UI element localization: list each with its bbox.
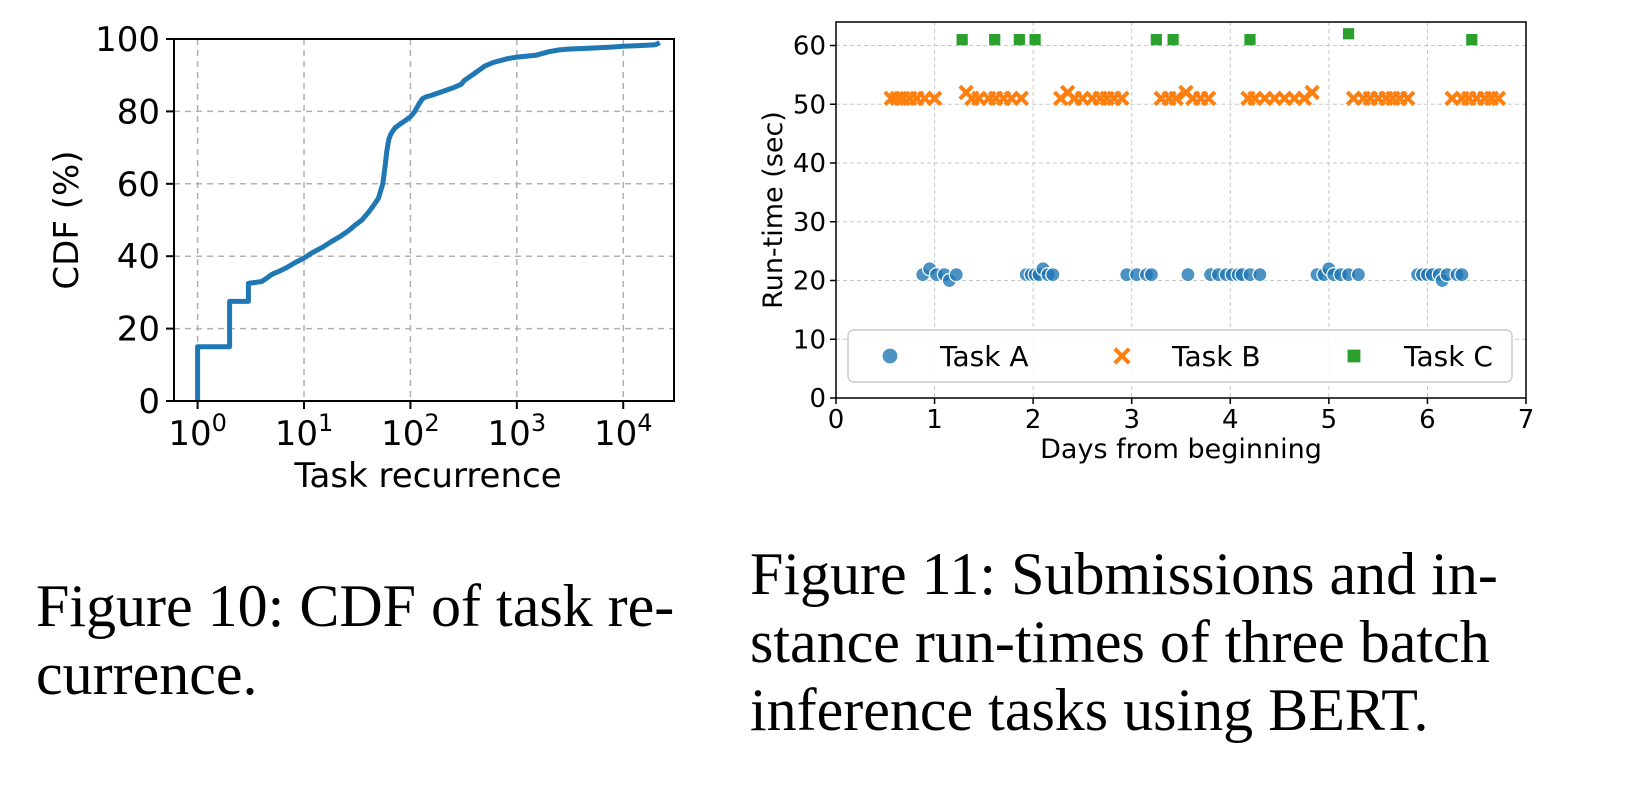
cdf-y-tick-label: 60 bbox=[117, 165, 160, 205]
task-c-point bbox=[989, 34, 1001, 46]
scatter-y-ticks: 0 10 20 30 40 50 60 bbox=[793, 32, 836, 414]
legend-label-task-a: Task A bbox=[939, 340, 1028, 373]
task-c-point bbox=[1150, 34, 1162, 46]
cdf-gridlines bbox=[174, 38, 674, 402]
caption-line: Figure 11: Submissions and in- bbox=[750, 541, 1498, 607]
legend-box bbox=[847, 329, 1513, 383]
figure-11-caption: Figure 11: Submissions and in- stance ru… bbox=[750, 540, 1630, 744]
scatter-y-tick-label: 60 bbox=[793, 32, 826, 62]
scatter-x-axis-label: Days from beginning bbox=[1040, 434, 1322, 465]
scatter-y-tick-label: 10 bbox=[793, 325, 826, 355]
task-a-point bbox=[1143, 267, 1160, 283]
scatter-x-tick-label: 0 bbox=[828, 405, 845, 435]
cdf-x-tick-label: 104 bbox=[594, 409, 653, 454]
cdf-y-tick-label: 40 bbox=[117, 237, 160, 277]
scatter-y-tick-label: 20 bbox=[793, 267, 826, 297]
caption-line: inference tasks using BERT. bbox=[750, 677, 1429, 743]
cdf-x-axis-label: Task recurrence bbox=[293, 456, 561, 496]
scatter-x-tick-label: 3 bbox=[1123, 405, 1140, 435]
scatter-y-tick-label: 0 bbox=[809, 384, 826, 414]
legend-marker-task-a bbox=[881, 347, 899, 365]
task-b-point bbox=[1200, 90, 1217, 107]
scatter-x-tick-label: 7 bbox=[1518, 405, 1535, 435]
scatter-legend: Task A Task B Task C bbox=[847, 329, 1513, 383]
scatter-x-tick-label: 4 bbox=[1222, 405, 1239, 435]
legend-label-task-b: Task B bbox=[1171, 340, 1261, 373]
task-c-point bbox=[1342, 28, 1355, 40]
task-a-point bbox=[1454, 267, 1470, 283]
task-b-point bbox=[1490, 90, 1507, 107]
cdf-y-tick-label: 100 bbox=[95, 20, 160, 60]
scatter-x-tick-label: 1 bbox=[926, 405, 943, 435]
cdf-x-ticks: 100 101 102 103 104 bbox=[168, 401, 653, 454]
task-c-point bbox=[1013, 34, 1025, 46]
cdf-x-tick-label: 102 bbox=[381, 409, 440, 454]
legend-items: Task A Task B Task C bbox=[881, 340, 1493, 373]
scatter-points bbox=[883, 28, 1507, 289]
scatter-y-tick-label: 40 bbox=[793, 149, 826, 179]
scatter-x-ticks: 0 1 2 3 4 5 6 7 bbox=[828, 398, 1535, 435]
task-b-point bbox=[1168, 90, 1184, 107]
scatter-plot-frame bbox=[835, 21, 1527, 399]
caption-line: Figure 10: CDF of task re- bbox=[36, 573, 675, 639]
cdf-y-tick-label: 20 bbox=[117, 310, 160, 350]
task-c-point bbox=[1466, 34, 1478, 46]
cdf-y-ticks: 0 20 40 60 80 100 bbox=[95, 20, 174, 422]
task-a-point bbox=[1180, 267, 1196, 283]
task-b-point bbox=[1114, 90, 1130, 107]
task-b-point bbox=[1304, 84, 1320, 101]
cdf-x-tick-label: 103 bbox=[488, 409, 547, 454]
figure-10-caption: Figure 10: CDF of task re- currence. bbox=[36, 572, 736, 708]
cdf-chart: 0 20 40 60 80 100 100 101 102 103 104 Task recurr… bbox=[47, 20, 675, 496]
task-b-point bbox=[926, 90, 943, 107]
task-a-point bbox=[1045, 267, 1061, 283]
legend-marker-task-b bbox=[1113, 347, 1131, 365]
cdf-y-axis-label: CDF (%) bbox=[47, 150, 87, 289]
task-b-point bbox=[1013, 90, 1030, 107]
task-c-point bbox=[956, 34, 968, 46]
scatter-x-tick-label: 2 bbox=[1025, 405, 1042, 435]
legend-label-task-c: Task C bbox=[1403, 340, 1493, 373]
task-c-point bbox=[1167, 34, 1179, 46]
scatter-y-axis-label: Run-time (sec) bbox=[760, 111, 789, 309]
task-c-point bbox=[1244, 34, 1256, 46]
cdf-series-line bbox=[195, 40, 661, 401]
cdf-line-layer bbox=[195, 40, 661, 401]
task-a-point bbox=[1252, 267, 1268, 283]
task-a-point bbox=[948, 267, 964, 283]
scatter-y-tick-label: 50 bbox=[793, 90, 826, 120]
legend-marker-task-c bbox=[1347, 349, 1361, 363]
caption-line: currence. bbox=[36, 641, 258, 707]
cdf-x-tick-label: 100 bbox=[168, 409, 227, 454]
task-b-point bbox=[1399, 90, 1416, 107]
cdf-x-tick-label: 101 bbox=[275, 409, 334, 454]
scatter-x-tick-label: 5 bbox=[1321, 405, 1338, 435]
task-a-point bbox=[1350, 267, 1367, 283]
cdf-y-tick-label: 0 bbox=[138, 382, 160, 422]
caption-line: stance run-times of three batch bbox=[750, 609, 1490, 675]
cdf-plot-frame bbox=[173, 38, 675, 402]
cdf-y-tick-label: 80 bbox=[117, 92, 160, 132]
scatter-x-tick-label: 6 bbox=[1419, 405, 1436, 435]
scatter-y-tick-label: 30 bbox=[793, 208, 826, 238]
task-c-point bbox=[1029, 34, 1041, 46]
